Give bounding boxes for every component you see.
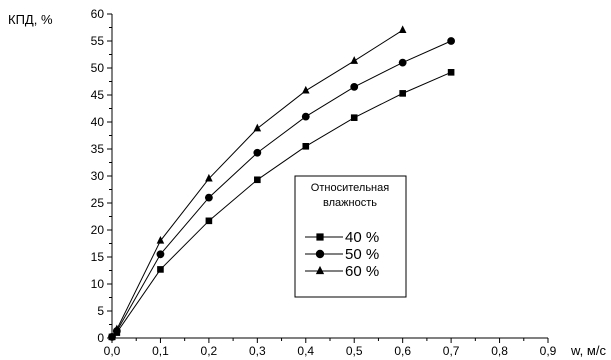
data-point-circle	[204, 193, 213, 202]
legend-marker-triangle	[315, 265, 325, 275]
series-circle	[108, 37, 456, 341]
y-tick-label: 25	[91, 196, 105, 210]
x-tick-label: 0,7	[443, 344, 460, 358]
legend-label: 40 %	[345, 229, 379, 246]
data-point-circle	[156, 250, 165, 259]
series-group	[108, 25, 456, 341]
y-tick-label: 55	[91, 34, 105, 48]
y-tick-label: 50	[91, 61, 105, 75]
data-point-triangle	[156, 236, 165, 244]
data-point-square	[254, 176, 261, 184]
legend-label: 50 %	[345, 246, 379, 263]
data-point-triangle	[301, 85, 310, 94]
data-point-circle	[350, 83, 359, 91]
y-tick-label: 10	[91, 277, 105, 291]
x-tick-label: 0,5	[346, 344, 363, 358]
tick-labels: 0 5 10 15 20 25 30 35 40 45 50 55 60 0,0 0,1 0,2 0,3 0,4 0…	[91, 7, 557, 358]
legend: Относительная влажность 40 %50 %60 %	[294, 175, 407, 298]
y-tick-label: 45	[91, 88, 105, 102]
data-point-square	[157, 266, 164, 273]
data-point-square	[205, 217, 213, 225]
x-tick-label: 0,1	[152, 344, 169, 358]
data-point-triangle	[108, 332, 116, 340]
data-point-triangle	[253, 123, 262, 132]
x-tick-label: 0,9	[540, 344, 557, 358]
legend-item-square: 40 %	[305, 229, 379, 246]
legend-title-line-1: Относительная	[311, 182, 389, 194]
y-tick-label: 15	[91, 250, 105, 264]
legend-item-triangle: 60 %	[305, 263, 379, 280]
data-point-square	[399, 90, 406, 97]
x-axis-label: w, м/с	[570, 343, 606, 358]
data-point-circle	[398, 58, 407, 67]
data-point-square	[302, 143, 310, 150]
legend-title-line-2: влажность	[323, 197, 377, 209]
data-point-triangle	[205, 173, 213, 182]
x-tick-label: 0,6	[394, 344, 411, 358]
y-tick-label: 40	[91, 115, 105, 129]
data-point-triangle	[113, 324, 121, 333]
legend-item-circle: 50 %	[305, 246, 379, 263]
data-point-square	[350, 114, 358, 121]
x-tick-label: 0,3	[249, 344, 266, 358]
legend-marker-circle	[315, 249, 325, 259]
data-point-circle	[253, 148, 262, 157]
y-tick-label: 20	[91, 223, 105, 237]
axes	[107, 13, 549, 343]
x-tick-label: 0,8	[491, 344, 508, 358]
data-point-triangle	[398, 25, 407, 34]
x-tick-label: 0,2	[201, 344, 218, 358]
legend-label: 60 %	[345, 263, 379, 280]
series-triangle	[108, 25, 407, 340]
legend-marker-square	[316, 233, 324, 241]
data-point-circle	[447, 37, 456, 45]
data-point-square	[447, 69, 455, 76]
x-tick-label: 0,0	[104, 344, 121, 358]
y-tick-label: 30	[91, 169, 105, 183]
y-tick-label: 60	[91, 7, 105, 21]
data-point-circle	[301, 112, 310, 121]
y-axis-label: КПД, %	[8, 12, 53, 27]
series-line-triangle	[111, 29, 403, 338]
y-tick-label: 35	[91, 142, 105, 156]
y-tick-label: 0	[97, 331, 104, 345]
data-point-triangle	[350, 56, 359, 64]
y-tick-label: 5	[97, 304, 104, 318]
x-tick-label: 0,4	[297, 344, 314, 358]
